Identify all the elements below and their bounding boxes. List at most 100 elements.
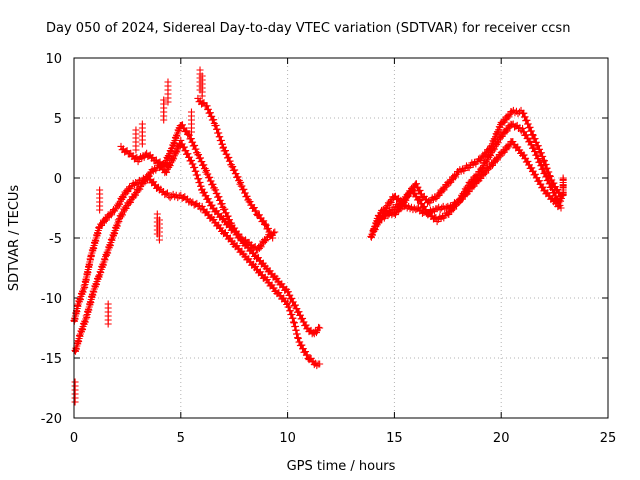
data-point xyxy=(138,140,146,148)
data-point xyxy=(436,206,444,214)
series-track-7 xyxy=(373,120,567,226)
data-point xyxy=(535,177,543,185)
y-tick-label: -5 xyxy=(49,232,62,247)
data-point xyxy=(173,148,181,156)
data-point xyxy=(164,98,172,106)
y-tick-label: -10 xyxy=(41,292,62,307)
data-point xyxy=(189,160,197,168)
data-point xyxy=(121,203,129,211)
data-point xyxy=(215,193,223,201)
data-point xyxy=(226,157,234,165)
data-point xyxy=(458,192,466,200)
data-point xyxy=(528,164,536,172)
data-point xyxy=(487,149,495,157)
data-point xyxy=(536,158,544,166)
data-point xyxy=(541,169,549,177)
y-axis-label: SDTVAR / TECUs xyxy=(7,185,22,292)
data-point xyxy=(243,192,251,200)
data-point xyxy=(526,123,534,131)
data-point xyxy=(523,116,531,124)
data-point xyxy=(197,154,205,162)
data-point xyxy=(420,202,428,210)
data-point xyxy=(519,124,527,132)
data-point xyxy=(163,189,171,197)
data-point xyxy=(204,195,212,203)
data-point xyxy=(208,201,216,209)
data-point xyxy=(202,166,210,174)
data-point xyxy=(118,211,126,219)
data-point xyxy=(461,188,469,196)
data-point xyxy=(520,151,528,159)
plot-frame xyxy=(73,57,609,419)
data-point xyxy=(511,109,519,117)
data-point xyxy=(255,211,263,219)
data-point xyxy=(457,194,465,202)
data-point xyxy=(485,153,493,161)
data-point xyxy=(316,360,324,368)
data-point xyxy=(165,153,173,161)
grid-lines xyxy=(74,58,608,418)
chart-title: Day 050 of 2024, Sidereal Day-to-day VTE… xyxy=(46,21,570,36)
data-point xyxy=(115,218,123,226)
data-point xyxy=(496,124,504,132)
data-point xyxy=(486,150,494,158)
data-point xyxy=(382,203,390,211)
series-spikes xyxy=(71,66,206,406)
data-point xyxy=(533,151,541,159)
data-point xyxy=(520,109,528,117)
data-point xyxy=(302,321,310,329)
data-point xyxy=(371,226,379,234)
data-point xyxy=(221,147,229,155)
data-point xyxy=(526,137,534,145)
data-point xyxy=(539,165,547,173)
data-point xyxy=(187,135,195,143)
x-tick-label: 15 xyxy=(386,431,403,446)
data-point xyxy=(478,163,486,171)
data-point xyxy=(168,192,176,200)
data-point xyxy=(302,348,310,356)
data-point xyxy=(524,157,532,165)
data-point xyxy=(183,127,191,135)
data-point xyxy=(131,190,139,198)
data-point xyxy=(206,109,214,117)
data-point xyxy=(303,351,311,359)
data-point xyxy=(438,204,446,212)
data-point xyxy=(298,341,306,349)
data-point xyxy=(104,320,112,328)
data-point xyxy=(212,186,220,194)
data-point xyxy=(225,153,233,161)
x-tick-label: 0 xyxy=(70,431,78,446)
data-point xyxy=(140,177,148,185)
data-point xyxy=(155,236,163,244)
data-point xyxy=(264,224,272,232)
y-tick-label: -15 xyxy=(41,352,62,367)
data-point xyxy=(252,207,260,215)
data-point xyxy=(480,162,488,170)
data-point xyxy=(551,188,559,196)
series-track-2 xyxy=(71,136,324,355)
data-point xyxy=(463,183,471,191)
series-track-1 xyxy=(70,172,324,370)
data-point xyxy=(411,189,419,197)
data-point xyxy=(126,197,134,205)
y-tick-label: -20 xyxy=(41,412,62,427)
data-point xyxy=(162,159,170,167)
axis-ticks: 0 5 10 15 20 25 -20 -15 -10 -5 0 5 10 xyxy=(41,52,617,446)
data-point xyxy=(171,193,179,201)
data-point xyxy=(464,184,472,192)
data-point xyxy=(315,323,323,331)
x-tick-label: 25 xyxy=(600,431,617,446)
data-point xyxy=(456,197,464,205)
data-point xyxy=(539,152,547,160)
data-point xyxy=(187,128,195,136)
data-point xyxy=(527,127,535,135)
data-point xyxy=(493,141,501,149)
data-point xyxy=(237,178,245,186)
data-point xyxy=(416,196,424,204)
y-tick-label: 10 xyxy=(45,52,62,67)
data-point xyxy=(545,176,553,184)
data-point xyxy=(483,155,491,163)
data-point xyxy=(483,158,491,166)
data-point xyxy=(210,116,218,124)
